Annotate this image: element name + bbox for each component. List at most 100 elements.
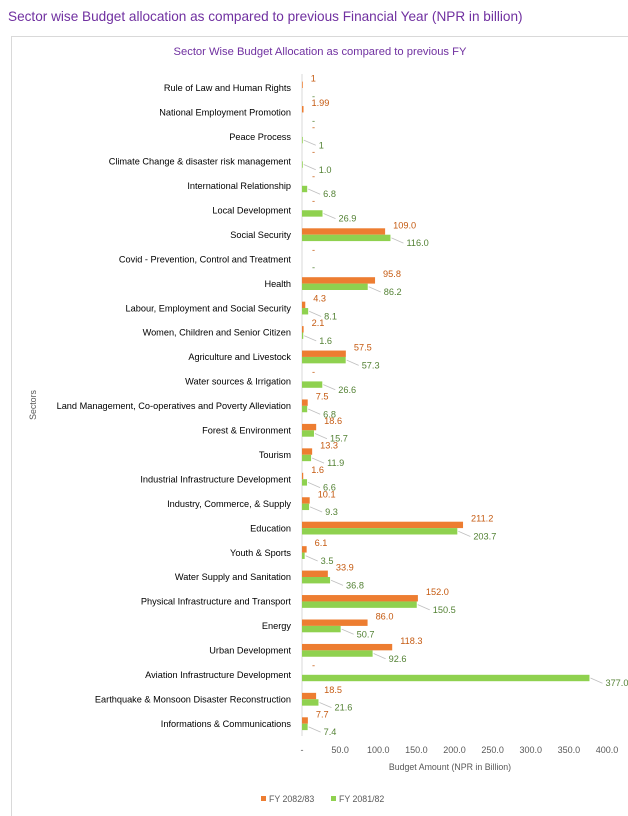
category-label-labour-employment-and-social-security: Labour, Employment and Social Security [126,303,292,313]
bar-fy-2082-83-informations-communications [302,717,308,724]
bar-fy-2082-83-education [302,521,464,529]
category-label-water-sources-irrigation: Water sources & Irrigation [185,377,291,387]
category-label-women-children-and-senior-citizen: Women, Children and Senior Citizen [143,328,291,338]
bar-fy-2081-82-industry-commerce-supply [302,503,310,511]
data-label-fy-2081-82-labour-employment-and-social-security: 8.1 [324,311,337,321]
data-label-fy-2081-82-covid-prevention-control-and-treatment: - [312,263,315,273]
data-label-fy-2081-82-national-employment-promotion: - [312,116,315,126]
bar-fy-2081-82-youth-sports [302,552,305,559]
bar-fy-2081-82-water-supply-and-sanitation [302,577,331,584]
leader-line-physical-infrastructure-and-transport [417,604,430,611]
bar-fy-2081-82-industrial-infrastructure-development [302,479,308,486]
category-label-earthquake-monsoon-disaster-reconstruction: Earthquake & Monsoon Disaster Reconstruc… [95,694,291,704]
bar-fy-2082-83-tourism [302,448,313,455]
data-label-fy-2081-82-industrial-infrastructure-development: 6.6 [323,483,336,493]
data-label-fy-2081-82-agriculture-and-livestock: 57.3 [362,360,380,370]
category-label-climate-change-disaster-risk-management: Climate Change & disaster risk managemen… [109,157,292,167]
category-label-education: Education [250,523,291,533]
leader-line-aviation-infrastructure-development [590,677,603,684]
x-axis-ticks: - 50.0 100.0 150.0 200.0 250.0 300.0 350.0 400.0 [301,745,619,755]
x-tick-label-0: - [301,745,304,755]
leader-line-informations-communications [308,726,321,733]
data-label-fy-2081-82-climate-change-disaster-risk-management: 1.0 [319,165,332,175]
bar-fy-2082-83-youth-sports [302,546,307,553]
data-label-fy-2081-82-rule-of-law-and-human-rights: - [312,91,315,101]
bar-fy-2081-82-health [302,283,368,290]
data-label-fy-2082-83-women-children-and-senior-citizen: 2.1 [312,318,325,328]
data-label-fy-2082-83-climate-change-disaster-risk-management: - [312,147,315,157]
data-label-fy-2081-82-forest-environment: 15.7 [330,434,348,444]
data-label-fy-2082-83-water-supply-and-sanitation: 33.9 [336,563,354,573]
data-labels: 1-1.99--1-1.0-6.8-26.9109.0116.0--95.886… [311,74,628,737]
leader-line-labour-employment-and-social-security [309,310,322,317]
bar-fy-2081-82-education [302,528,458,535]
bar-fy-2081-82-informations-communications [302,723,308,731]
bar-fy-2081-82-social-security [302,234,391,242]
legend-label-fy-2081-82: FY 2081/82 [339,794,384,804]
data-label-fy-2082-83-social-security: 109.0 [393,220,416,230]
category-label-agriculture-and-livestock: Agriculture and Livestock [188,352,291,362]
x-tick-label-8: 400.0 [596,745,619,755]
category-label-rule-of-law-and-human-rights: Rule of Law and Human Rights [164,83,292,93]
category-label-industry-commerce-supply: Industry, Commerce, & Supply [167,499,291,509]
category-label-forest-environment: Forest & Environment [202,426,291,436]
leader-line-health [368,286,381,293]
leader-line-youth-sports [305,555,318,562]
data-label-fy-2081-82-earthquake-monsoon-disaster-reconstruction: 21.6 [334,703,352,713]
leader-line-urban-development [373,653,386,660]
data-label-fy-2081-82-land-management-co-operatives-and-poverty-alleviation: 6.8 [323,409,336,419]
data-label-fy-2082-83-energy: 86.0 [376,612,394,622]
bar-fy-2081-82-international-relationship [302,185,308,193]
bar-fy-2082-83-physical-infrastructure-and-transport [302,595,418,602]
data-label-fy-2082-83-international-relationship: - [312,171,315,181]
leader-line-peace-process [303,139,316,146]
category-label-water-supply-and-sanitation: Water Supply and Sanitation [175,572,291,582]
bar-fy-2082-83-social-security [302,228,386,235]
data-label-fy-2082-83-local-development: - [312,196,315,206]
leader-line-local-development [323,213,336,220]
data-label-fy-2082-83-agriculture-and-livestock: 57.5 [354,343,372,353]
data-label-fy-2082-83-urban-development: 118.3 [400,636,422,646]
data-label-fy-2081-82-education: 203.7 [473,532,496,542]
bar-fy-2081-82-land-management-co-operatives-and-poverty-alleviation [302,405,308,413]
category-label-industrial-infrastructure-development: Industrial Infrastructure Development [140,474,291,484]
legend-swatch-fy-2081-82 [331,796,336,801]
bar-fy-2081-82-energy [302,625,341,633]
data-label-fy-2082-83-education: 211.2 [471,514,493,524]
leader-lines [303,139,603,733]
data-label-fy-2081-82-tourism: 11.9 [327,458,344,468]
data-label-fy-2082-83-youth-sports: 6.1 [315,538,328,548]
data-label-fy-2081-82-informations-communications: 7.4 [324,727,337,737]
data-label-fy-2082-83-rule-of-law-and-human-rights: 1 [311,74,316,84]
data-label-fy-2082-83-aviation-infrastructure-development: - [312,660,315,670]
bar-fy-2081-82-earthquake-monsoon-disaster-reconstruction [302,699,319,706]
data-label-fy-2082-83-covid-prevention-control-and-treatment: - [312,245,315,255]
category-label-international-relationship: International Relationship [187,181,291,191]
data-label-fy-2081-82-health: 86.2 [384,287,402,297]
bar-fy-2082-83-water-supply-and-sanitation [302,570,328,577]
category-label-tourism: Tourism [259,450,292,460]
category-label-social-security: Social Security [230,230,291,240]
bar-fy-2082-83-agriculture-and-livestock [302,350,346,357]
bar-fy-2082-83-labour-employment-and-social-security [302,301,306,309]
category-label-informations-communications: Informations & Communications [161,719,292,729]
data-label-fy-2081-82-industry-commerce-supply: 9.3 [325,507,338,517]
leader-line-water-sources-irrigation [323,384,336,391]
legend-label-fy-2082-83: FY 2082/83 [269,794,314,804]
category-label-peace-process: Peace Process [229,132,291,142]
bar-fy-2082-83-forest-environment [302,423,317,431]
bar-fy-2081-82-labour-employment-and-social-security [302,308,309,315]
data-label-fy-2082-83-forest-environment: 18.6 [324,416,342,426]
leader-line-industry-commerce-supply [309,506,323,513]
data-label-fy-2082-83-peace-process: - [312,123,315,133]
bar-fy-2081-82-aviation-infrastructure-development [302,674,590,682]
data-label-fy-2082-83-land-management-co-operatives-and-poverty-alleviation: 7.5 [316,391,329,401]
x-tick-label-4: 200.0 [443,745,466,755]
bar-fy-2081-82-local-development [302,210,323,217]
leader-line-earthquake-monsoon-disaster-reconstruction [319,702,332,709]
y-axis-title: Sectors [28,389,38,419]
category-label-local-development: Local Development [212,205,291,215]
category-label-covid-prevention-control-and-treatment: Covid - Prevention, Control and Treatmen… [119,254,292,264]
bars [302,81,590,731]
